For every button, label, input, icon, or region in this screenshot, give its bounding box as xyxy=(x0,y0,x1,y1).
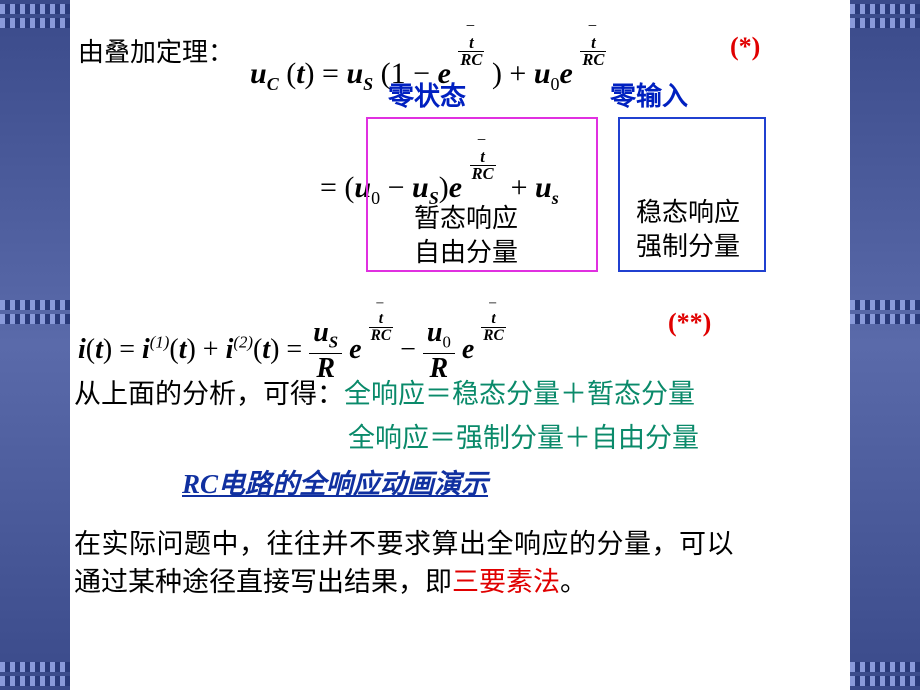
animation-link[interactable]: RC电路的全响应动画演示 xyxy=(182,462,488,501)
practical-2b: 三要素法 xyxy=(452,567,560,597)
transient-label-1: 暂态响应 xyxy=(414,198,518,235)
steady-label-1: 稳态响应 xyxy=(636,192,740,229)
slide-content: 由叠加定理： uC (t) = uS (1 − e −tRC ) + u0e −… xyxy=(70,0,850,690)
right-decorative-border xyxy=(850,0,920,690)
marker-star-2: (**) xyxy=(668,308,711,338)
practical-line-2: 通过某种途径直接写出结果，即三要素法。 xyxy=(74,560,587,599)
link-rest: 电路的全响应动画演示 xyxy=(218,469,488,499)
intro-text: 由叠加定理： xyxy=(78,32,234,69)
left-decorative-border xyxy=(0,0,70,690)
practical-2a: 通过某种途径直接写出结果，即 xyxy=(74,567,452,597)
analysis-lead: 从上面的分析，可得： xyxy=(74,379,344,409)
steady-label-2: 强制分量 xyxy=(636,226,740,263)
full-response-eq-2: 全响应＝强制分量＋自由分量 xyxy=(348,416,699,455)
marker-star-1: (*) xyxy=(730,32,760,62)
full-response-eq-1: 全响应＝稳态分量＋暂态分量 xyxy=(344,379,695,409)
transient-label-2: 自由分量 xyxy=(414,232,518,269)
label-zero-state: 零状态 xyxy=(388,76,466,113)
practical-line-1: 在实际问题中，往往并不要求算出全响应的分量，可以 xyxy=(74,522,734,561)
label-zero-input: 零输入 xyxy=(610,76,688,113)
intro-label: 由叠加定理： xyxy=(78,38,234,67)
link-rc-prefix: RC xyxy=(182,469,218,499)
practical-2c: 。 xyxy=(560,567,587,597)
analysis-line-1: 从上面的分析，可得：全响应＝稳态分量＋暂态分量 xyxy=(74,372,695,411)
